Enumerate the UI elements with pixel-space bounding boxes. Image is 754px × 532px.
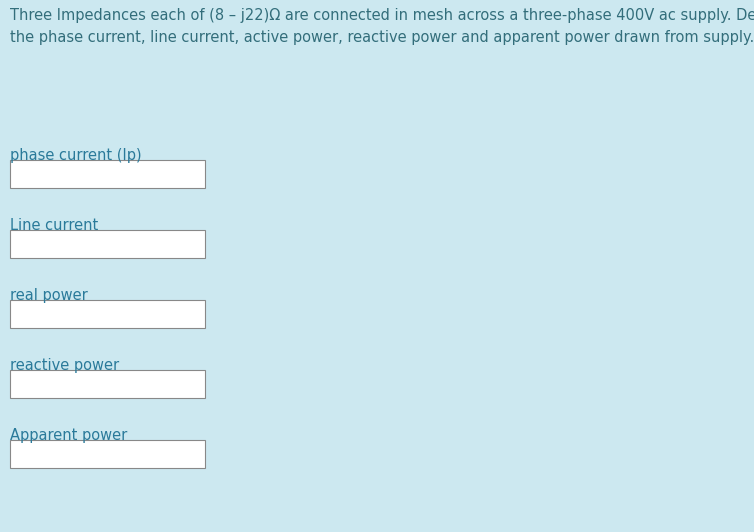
FancyBboxPatch shape bbox=[10, 230, 205, 258]
FancyBboxPatch shape bbox=[10, 440, 205, 468]
Text: real power: real power bbox=[10, 288, 87, 303]
Text: reactive power: reactive power bbox=[10, 358, 119, 373]
Text: Apparent power: Apparent power bbox=[10, 428, 127, 443]
FancyBboxPatch shape bbox=[10, 300, 205, 328]
Text: Three Impedances each of (8 – j22)Ω are connected in mesh across a three-phase 4: Three Impedances each of (8 – j22)Ω are … bbox=[10, 8, 754, 45]
Text: Line current: Line current bbox=[10, 218, 98, 233]
Text: phase current (Ip): phase current (Ip) bbox=[10, 148, 142, 163]
FancyBboxPatch shape bbox=[10, 160, 205, 188]
FancyBboxPatch shape bbox=[10, 370, 205, 398]
